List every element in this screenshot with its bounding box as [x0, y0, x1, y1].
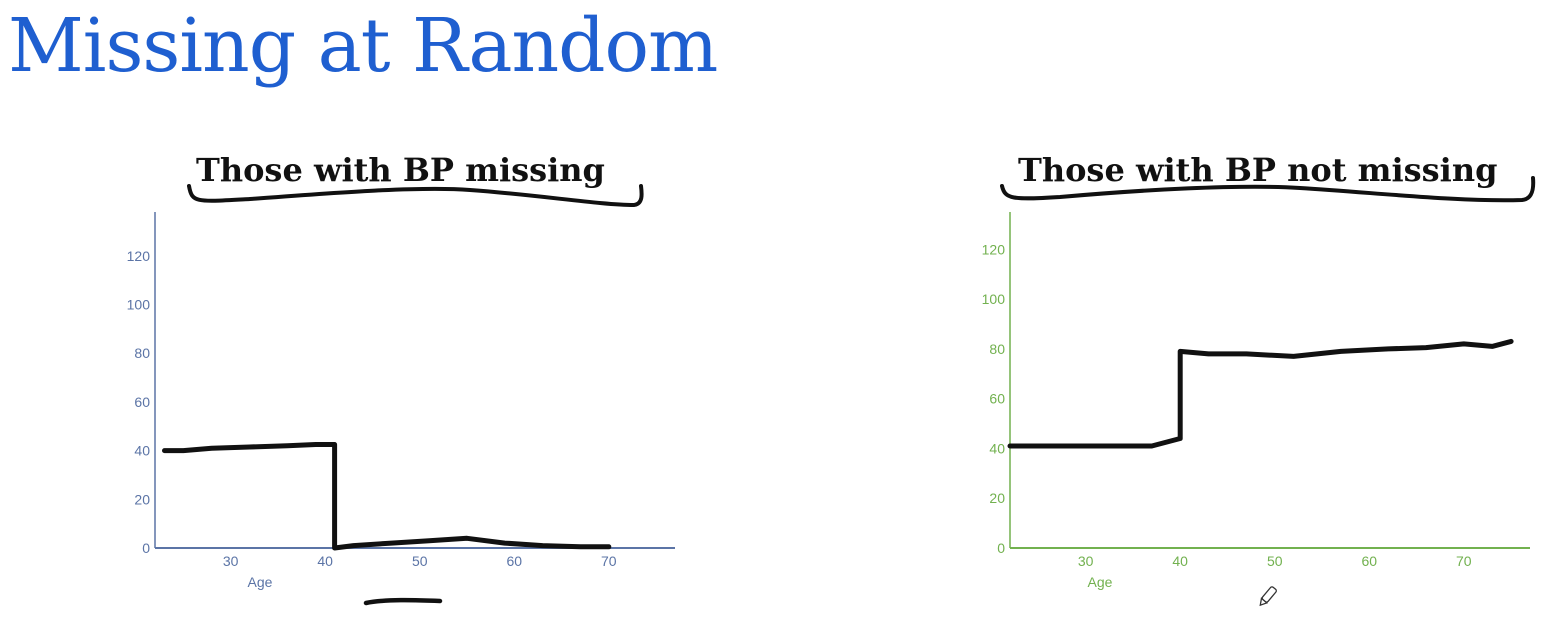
right-y-tick-label: 0 — [997, 540, 1005, 556]
left-x-tick-label: 60 — [506, 553, 522, 569]
pen-icon — [1259, 586, 1277, 607]
right-x-tick-label: 40 — [1172, 553, 1188, 569]
right-y-tick-label: 80 — [989, 341, 1005, 357]
right-x-tick-label: 70 — [1456, 553, 1472, 569]
left-x-tick-label: 50 — [412, 553, 428, 569]
right-series-line — [1007, 338, 1514, 449]
left-x-tick-label: 30 — [223, 553, 239, 569]
age-annotation-underline — [363, 597, 443, 606]
right-x-tick-label: 60 — [1361, 553, 1377, 569]
left-chart-heading: Those with BP missing — [196, 151, 605, 189]
right-y-tick-label: 40 — [989, 440, 1005, 456]
right-x-axis-label: Age — [1088, 574, 1113, 590]
left-x-tick-label: 70 — [601, 553, 617, 569]
right-heading-brace — [1000, 176, 1536, 203]
right-x-tick-label: 30 — [1078, 553, 1094, 569]
left-y-tick-label: 60 — [134, 394, 150, 410]
left-x-axis-label: Age — [248, 574, 273, 590]
right-y-tick-label: 120 — [982, 241, 1006, 257]
slide-title: Missing at Random — [8, 3, 718, 89]
left-y-tick-label: 0 — [142, 540, 150, 556]
left-heading-brace — [187, 184, 644, 208]
left-x-tick-label: 40 — [317, 553, 333, 569]
right-y-tick-label: 100 — [982, 291, 1006, 307]
left-y-tick-label: 40 — [134, 443, 150, 459]
left-y-tick-label: 120 — [127, 248, 151, 264]
right-y-tick-label: 20 — [989, 490, 1005, 506]
right-chart-heading: Those with BP not missing — [1018, 151, 1498, 189]
right-y-tick-label: 60 — [989, 391, 1005, 407]
right-x-tick-label: 50 — [1267, 553, 1283, 569]
left-y-tick-label: 100 — [127, 297, 151, 313]
left-y-tick-label: 80 — [134, 345, 150, 361]
left-series-line — [162, 442, 612, 551]
left-y-tick-label: 20 — [134, 491, 150, 507]
